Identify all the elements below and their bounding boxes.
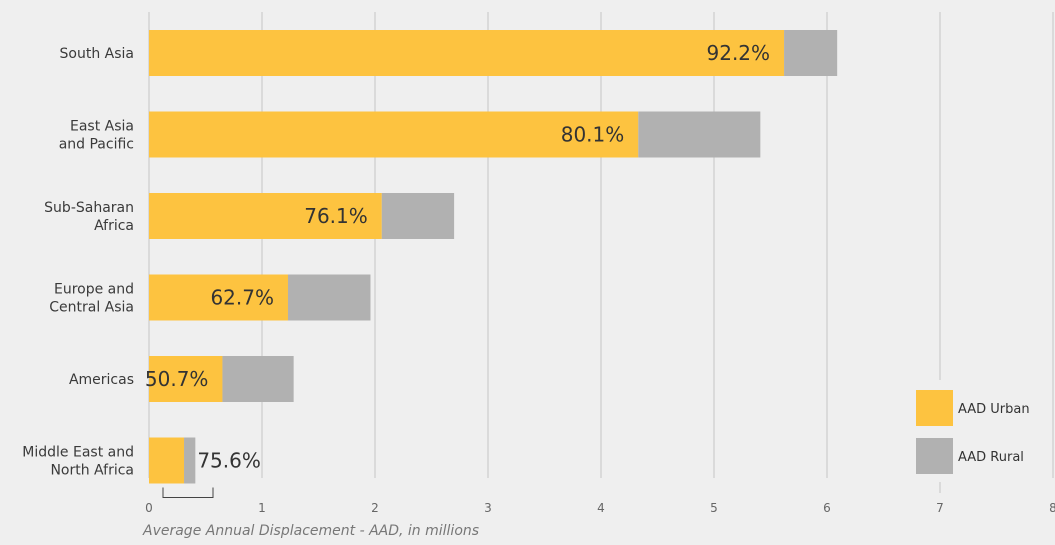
bar-rural — [381, 193, 455, 239]
bar-rural — [638, 111, 761, 158]
bracket-marker — [162, 487, 214, 498]
x-tick-label: 7 — [936, 501, 944, 515]
gridlines — [148, 12, 1054, 493]
bar-percentage-label: 62.7% — [210, 286, 274, 310]
bar-urban — [149, 356, 223, 402]
bar-rural — [222, 356, 294, 402]
bar-percentage-label: 75.6% — [197, 449, 261, 473]
category-labels: South Asia East Asia and Pacific Sub-Sahara… — [22, 46, 134, 479]
category-label: Middle East and North Africa — [22, 445, 134, 479]
bar-rural — [784, 30, 838, 76]
category-label: Europe and Central Asia — [49, 282, 134, 316]
x-tick-labels: 0 1 2 3 4 5 6 7 8 — [145, 501, 1055, 515]
legend-swatch — [916, 390, 953, 426]
x-tick-label: 4 — [597, 501, 605, 515]
bar-percentage-label: 50.7% — [145, 367, 209, 391]
legend-label: AAD Urban — [958, 402, 1030, 417]
x-axis-title: Average Annual Displacement - AAD, in mi… — [142, 523, 479, 539]
percentage-labels: 92.2% 80.1% 76.1% 62.7% 50.7% 75.6% — [145, 41, 770, 498]
bar-urban — [149, 193, 382, 239]
x-tick-label: 0 — [145, 501, 153, 515]
category-label: Americas — [69, 372, 134, 388]
category-label: South Asia — [60, 46, 134, 62]
bars — [149, 30, 838, 484]
x-tick-label: 5 — [710, 501, 718, 515]
bar-percentage-label: 76.1% — [304, 204, 368, 228]
bar-urban — [149, 30, 785, 76]
x-tick-label: 2 — [371, 501, 379, 515]
category-label: Sub-Saharan Africa — [44, 200, 134, 234]
category-label: East Asia and Pacific — [59, 119, 134, 153]
legend: AAD Urban AAD Rural — [916, 390, 1030, 474]
bar-urban — [149, 274, 288, 321]
bar-rural — [287, 274, 371, 321]
x-tick-label: 6 — [823, 501, 831, 515]
legend-label: AAD Rural — [958, 450, 1024, 465]
x-tick-label: 1 — [258, 501, 266, 515]
bar-urban — [149, 111, 639, 158]
x-tick-label: 3 — [484, 501, 492, 515]
bar-percentage-label: 92.2% — [707, 41, 771, 65]
bar-percentage-label: 80.1% — [561, 123, 625, 147]
x-tick-label: 8 — [1049, 501, 1055, 515]
bar-urban — [149, 437, 185, 484]
legend-swatch — [916, 438, 953, 474]
bar-rural — [184, 437, 196, 484]
